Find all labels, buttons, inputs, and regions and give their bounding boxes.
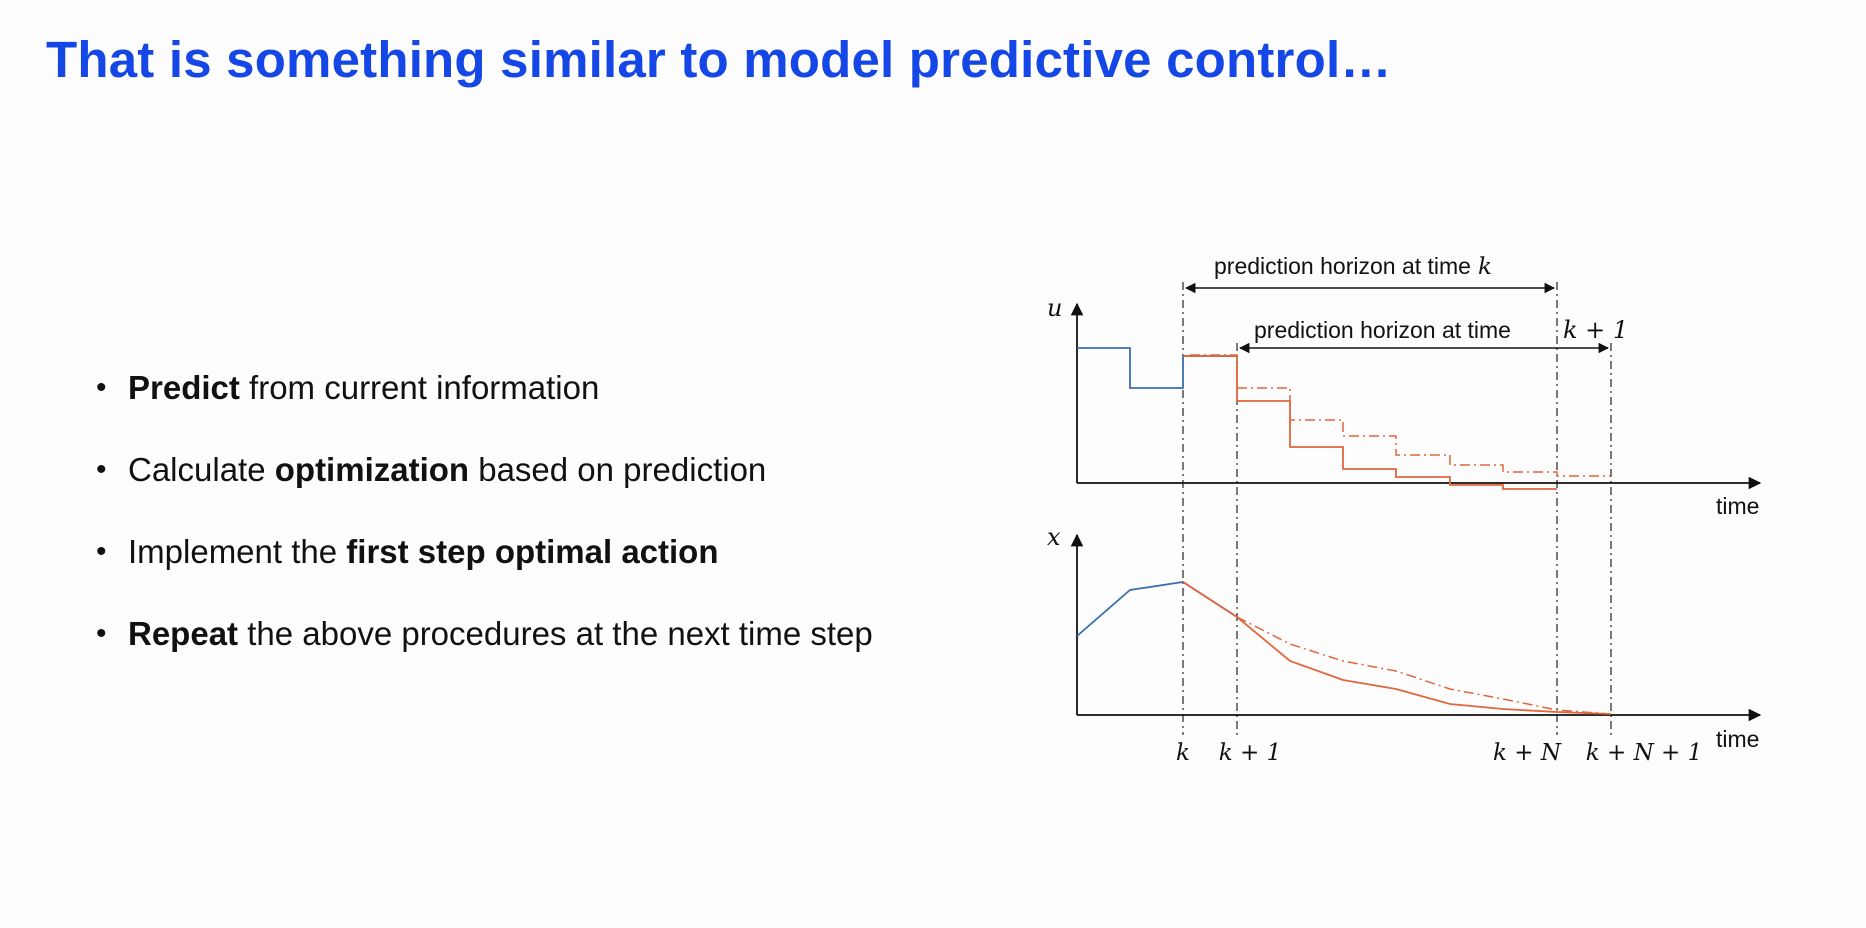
bullet-dot: • <box>96 453 107 486</box>
time-label-bottom: time <box>1716 726 1759 752</box>
horizon-k1-label: prediction horizon at time <box>1254 317 1511 343</box>
u-axis-label: u <box>1047 294 1062 322</box>
tick-label-k: k <box>1176 740 1190 766</box>
bullet-list: • Predict from current information • Calcu… <box>96 362 873 690</box>
tick-label-k-plus-n-plus-1: k + N + 1 <box>1586 740 1702 766</box>
x-axes <box>1070 533 1762 722</box>
bullet-bold-text: optimization <box>274 451 470 488</box>
slide-title: That is something similar to model predi… <box>46 31 1392 88</box>
x-past-trajectory <box>1076 581 1238 637</box>
bullet-dot: • <box>96 371 107 404</box>
bullet-bold-text: first step optimal action <box>346 533 719 570</box>
u-past-trajectory <box>1077 347 1237 389</box>
x-prediction-k <box>1182 581 1612 715</box>
bullet-item-optimization: • Calculate optimization based on predict… <box>96 444 873 526</box>
time-label-top: time <box>1716 493 1759 519</box>
bullet-bold-text: Repeat <box>128 615 239 652</box>
x-axis-label: x <box>1047 523 1061 551</box>
bullet-item-implement: • Implement the first step optimal action <box>96 526 873 608</box>
u-prediction-k <box>1183 355 1557 490</box>
u-axes <box>1070 302 1762 490</box>
bullet-item-predict: • Predict from current information <box>96 362 873 444</box>
time-guides <box>1182 282 1612 735</box>
tick-label-k-plus-n: k + N <box>1493 740 1562 766</box>
bullet-dot: • <box>96 535 107 568</box>
bullet-item-repeat: • Repeat the above procedures at the next… <box>96 608 873 690</box>
horizon-k-label: prediction horizon at time k <box>1214 253 1492 280</box>
tick-label-k-plus-1: k + 1 <box>1219 740 1281 766</box>
bullet-dot: • <box>96 617 107 650</box>
u-prediction-k-plus-1 <box>1190 354 1611 477</box>
x-prediction-k-plus-1 <box>1236 616 1612 715</box>
horizon-k1-math: k + 1 <box>1563 316 1628 344</box>
bullet-bold-text: Predict <box>128 369 240 406</box>
